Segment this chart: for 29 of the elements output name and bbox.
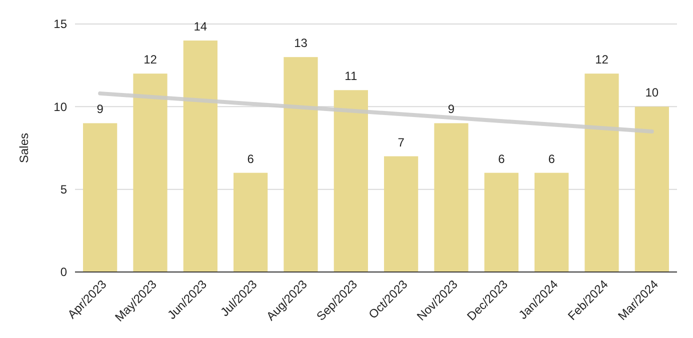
data-label: 7: [398, 135, 405, 150]
data-label: 12: [144, 52, 158, 67]
data-label: 6: [498, 152, 506, 166]
y-tick-label: 5: [60, 182, 68, 197]
y-tick-label: 10: [54, 100, 68, 114]
data-label: 6: [247, 152, 254, 166]
bar: [584, 74, 619, 272]
data-label: 6: [548, 152, 556, 166]
y-tick-label: 0: [60, 265, 68, 280]
data-label: 9: [448, 102, 455, 116]
data-label: 13: [294, 36, 308, 50]
data-label: 10: [645, 86, 659, 100]
bar: [284, 57, 318, 272]
bar: [434, 123, 468, 272]
bar: [234, 172, 268, 272]
bar: [484, 172, 518, 272]
data-label: 14: [194, 20, 208, 34]
bar: [634, 106, 669, 272]
bar: [183, 40, 218, 272]
bar: [384, 156, 418, 272]
data-label: 11: [344, 69, 358, 84]
bar: [534, 172, 569, 272]
data-label: 9: [96, 102, 104, 116]
data-label: 12: [595, 52, 609, 67]
bar: [334, 90, 368, 272]
bar: [83, 123, 118, 272]
y-axis-title: Sales: [17, 132, 31, 164]
bar: [133, 74, 168, 272]
y-tick-label: 15: [54, 17, 68, 32]
